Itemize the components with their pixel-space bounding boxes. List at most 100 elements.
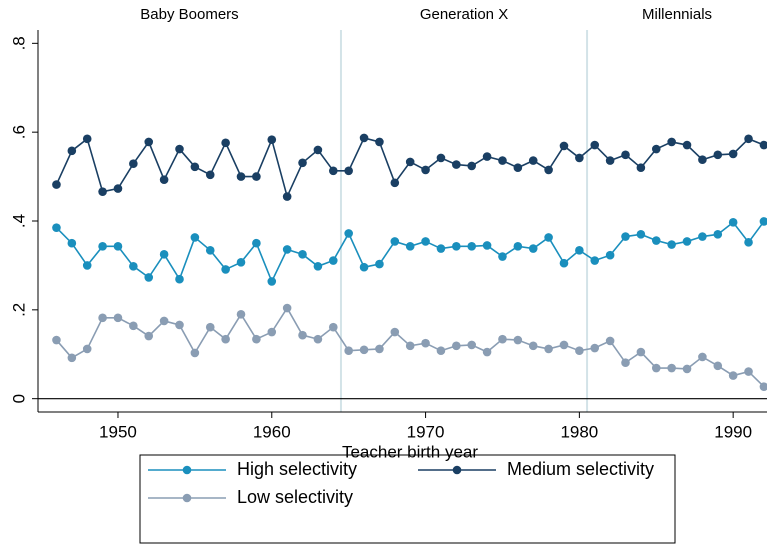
point (621, 232, 630, 241)
point (113, 184, 123, 193)
point (313, 145, 323, 155)
point (298, 250, 307, 259)
point (744, 238, 753, 247)
point (728, 371, 738, 380)
point (129, 262, 138, 271)
y-tick-label: .8 (9, 36, 28, 50)
point (82, 261, 92, 270)
point (651, 363, 661, 373)
point (267, 277, 277, 286)
legend-label: High selectivity (237, 459, 357, 479)
point (467, 340, 477, 350)
x-tick-label: 1960 (253, 422, 291, 441)
point (252, 172, 261, 181)
point (236, 258, 246, 267)
point (252, 238, 261, 248)
point (605, 156, 615, 165)
point (621, 358, 630, 367)
point (452, 242, 461, 251)
legend-label: Medium selectivity (507, 459, 654, 479)
point (698, 232, 707, 241)
point (559, 258, 569, 268)
point (82, 134, 92, 144)
point (98, 313, 107, 323)
point (452, 160, 461, 169)
point (544, 233, 553, 242)
point (129, 321, 138, 331)
point (390, 178, 400, 188)
point (498, 252, 507, 261)
point (328, 256, 338, 265)
point (390, 237, 400, 246)
point (421, 237, 430, 246)
point (175, 274, 184, 284)
point (390, 327, 400, 337)
point (498, 334, 507, 344)
y-tick-label: 0 (9, 394, 28, 403)
point (144, 331, 154, 341)
point (482, 347, 492, 357)
y-tick-label: .2 (9, 303, 28, 317)
point (175, 320, 184, 330)
point (405, 242, 415, 251)
point (359, 262, 369, 272)
point (313, 262, 323, 271)
point (52, 335, 61, 345)
y-tick-label: .6 (9, 125, 28, 139)
point (67, 353, 77, 363)
point (82, 344, 92, 354)
point (67, 146, 77, 156)
point (252, 334, 261, 344)
point (744, 367, 753, 376)
point (375, 137, 384, 147)
point (528, 244, 538, 253)
point (436, 346, 446, 356)
point (175, 144, 184, 154)
point (759, 217, 767, 226)
point (267, 327, 277, 337)
legend-marker (182, 465, 192, 475)
point (344, 166, 353, 176)
point (298, 158, 307, 168)
cohort-label: Baby Boomers (140, 6, 238, 23)
point (52, 223, 61, 232)
point (467, 161, 477, 171)
legend-marker (182, 493, 192, 503)
point (682, 237, 692, 246)
point (190, 162, 200, 172)
point (282, 303, 292, 313)
x-tick-label: 1950 (99, 422, 137, 441)
point (159, 316, 169, 326)
point (682, 140, 692, 150)
point (482, 241, 492, 250)
point (359, 345, 369, 355)
point (298, 330, 307, 340)
point (651, 236, 661, 245)
point (344, 229, 353, 238)
point (205, 322, 215, 332)
point (728, 218, 738, 227)
point (129, 159, 138, 168)
point (375, 344, 384, 354)
point (236, 309, 246, 319)
point (144, 273, 154, 282)
legend-label: Low selectivity (237, 487, 353, 507)
point (159, 175, 169, 184)
point (636, 163, 646, 172)
point (713, 361, 723, 371)
point (190, 233, 200, 242)
point (421, 165, 430, 175)
point (236, 172, 246, 181)
point (498, 156, 507, 165)
point (98, 187, 107, 196)
point (698, 155, 707, 165)
point (744, 134, 753, 144)
cohort-label: Millennials (642, 6, 712, 23)
x-tick-label: 1980 (560, 422, 598, 441)
point (282, 245, 292, 254)
point (575, 246, 584, 255)
point (713, 230, 723, 239)
point (667, 137, 676, 147)
point (452, 341, 461, 351)
point (436, 244, 446, 253)
